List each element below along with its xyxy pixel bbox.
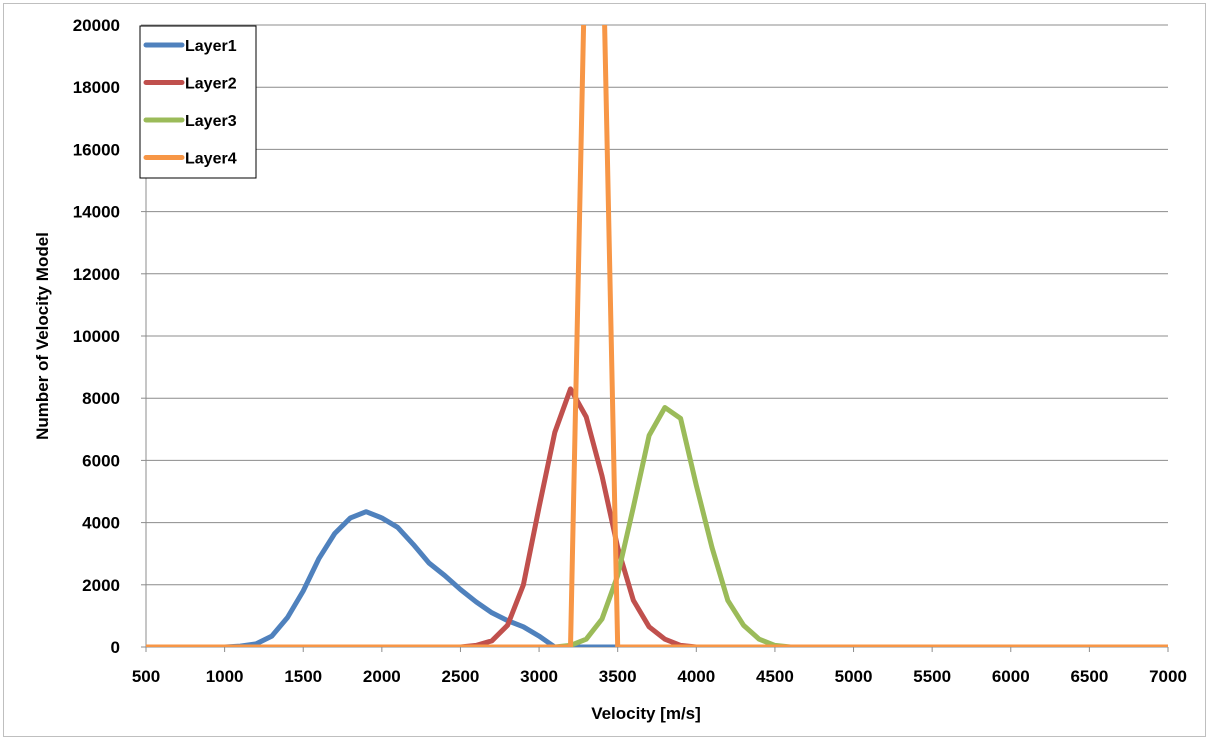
y-tick-label: 16000 bbox=[73, 140, 120, 159]
x-tick-label: 6500 bbox=[1070, 667, 1108, 686]
legend-label-layer2: Layer2 bbox=[185, 76, 237, 93]
x-tick-label: 3500 bbox=[599, 667, 637, 686]
y-tick-label: 4000 bbox=[82, 514, 120, 533]
y-tick-label: 18000 bbox=[73, 78, 120, 97]
legend-label-layer3: Layer3 bbox=[185, 113, 237, 130]
y-tick-label: 6000 bbox=[82, 451, 120, 470]
y-tick-label: 2000 bbox=[82, 576, 120, 595]
y-tick-label: 14000 bbox=[73, 203, 120, 222]
x-tick-label: 2000 bbox=[363, 667, 401, 686]
series-line-layer1 bbox=[146, 509, 1168, 647]
y-tick-label: 8000 bbox=[82, 389, 120, 408]
legend-label-layer1: Layer1 bbox=[185, 38, 237, 55]
x-tick-label: 500 bbox=[132, 667, 160, 686]
x-tick-label: 7000 bbox=[1149, 667, 1187, 686]
legend-label-layer4: Layer4 bbox=[185, 151, 237, 168]
y-tick-label: 20000 bbox=[73, 16, 120, 35]
x-tick-label: 6000 bbox=[992, 667, 1030, 686]
legend: Layer1 Layer2 Layer3 Layer4 bbox=[139, 25, 257, 179]
axes bbox=[141, 24, 1169, 652]
y-tick-label: 10000 bbox=[73, 327, 120, 346]
series-line-layer3 bbox=[146, 405, 1168, 647]
y-axis-title: Number of Velocity Model bbox=[33, 232, 52, 440]
x-axis-title: Velocity [m/s] bbox=[591, 704, 701, 723]
legend-box bbox=[139, 25, 257, 179]
x-tick-label: 1000 bbox=[206, 667, 244, 686]
x-tick-label: 1500 bbox=[284, 667, 322, 686]
x-tick-label: 3000 bbox=[520, 667, 558, 686]
x-tick-label: 4500 bbox=[756, 667, 794, 686]
y-tick-label: 12000 bbox=[73, 265, 120, 284]
gridlines bbox=[146, 24, 1168, 586]
series-line-layer2 bbox=[146, 386, 1168, 647]
x-tick-label: 4000 bbox=[677, 667, 715, 686]
y-tick-label: 0 bbox=[111, 638, 120, 657]
y-tick-labels: 0 2000 4000 6000 8000 10000 12000 14000 16000 180… bbox=[73, 16, 120, 657]
x-tick-label: 5500 bbox=[913, 667, 951, 686]
series-line-layer4 bbox=[146, 25, 1168, 647]
x-tick-label: 2500 bbox=[442, 667, 480, 686]
x-tick-label: 5000 bbox=[835, 667, 873, 686]
x-tick-labels: 500 1000 1500 2000 2500 3000 3500 4000 4500 5000 5… bbox=[132, 667, 1187, 686]
series-lines bbox=[146, 25, 1168, 647]
